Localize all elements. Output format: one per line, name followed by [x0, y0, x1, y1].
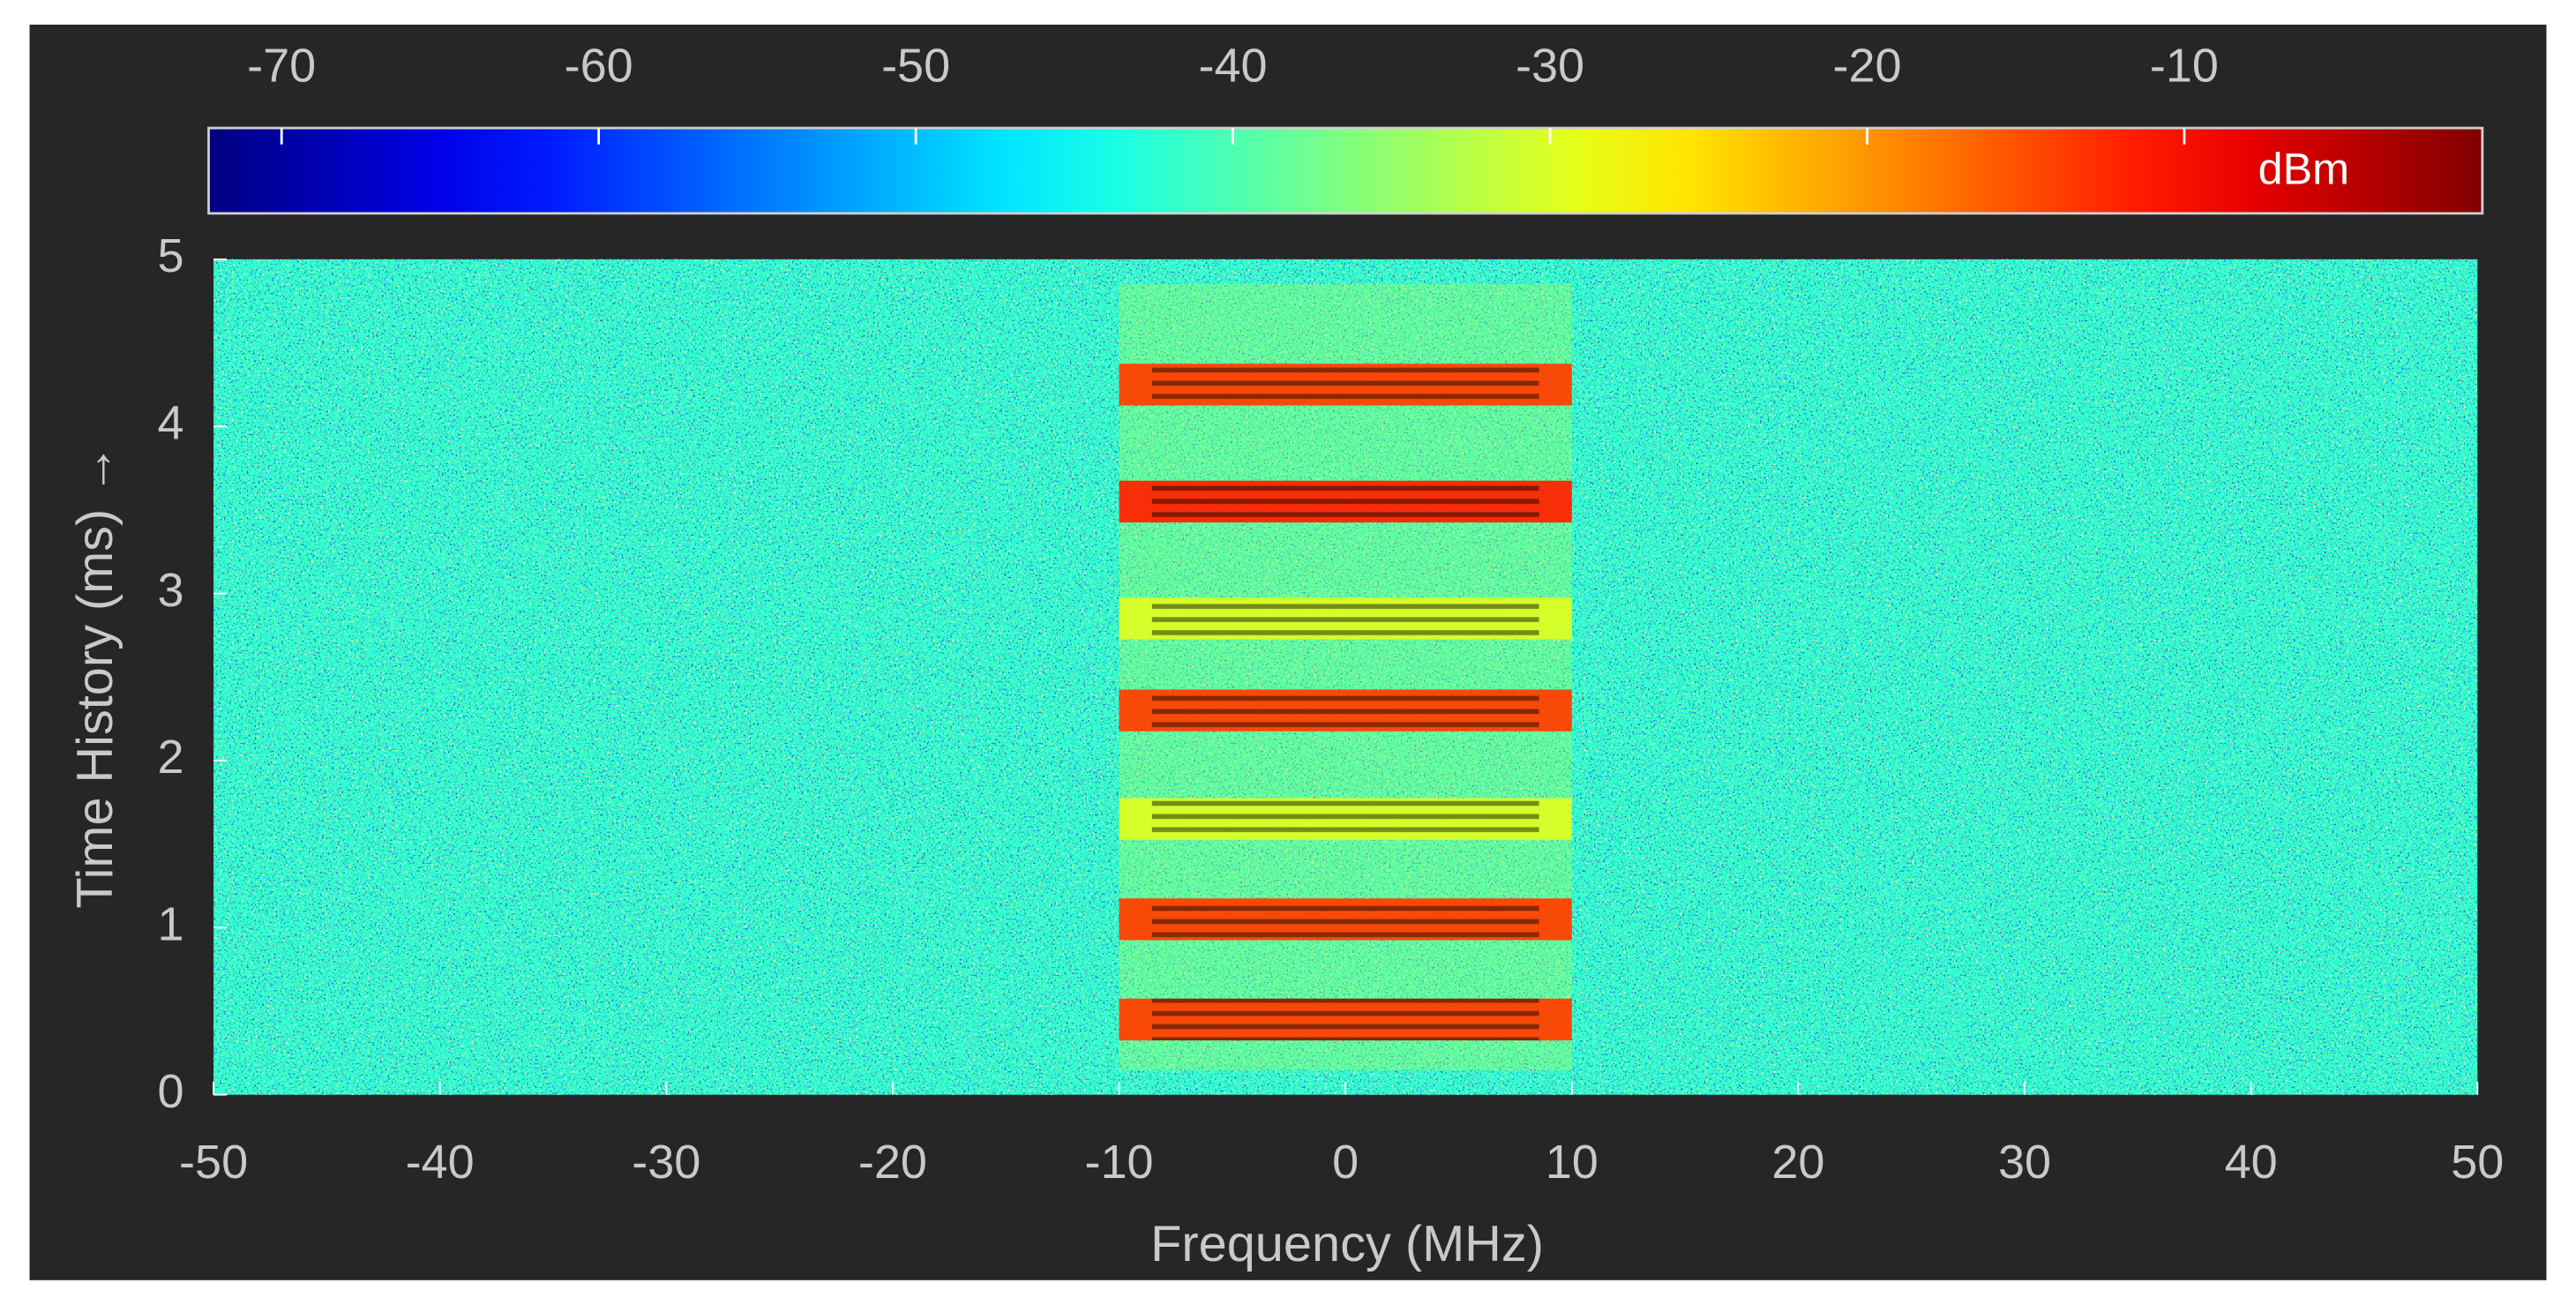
y-tick-label: 1 — [158, 898, 184, 951]
burst-texture — [1151, 480, 1539, 523]
y-tick-label: 0 — [158, 1065, 184, 1118]
x-tick-label: -40 — [406, 1136, 475, 1189]
x-tick-label: 50 — [2451, 1136, 2504, 1189]
colorbar-label: dBm — [2258, 145, 2349, 194]
colorbar-tick-label: -20 — [1832, 39, 1901, 92]
burst-texture — [1151, 798, 1539, 840]
burst-texture — [1151, 998, 1539, 1041]
x-tick-label: 40 — [2225, 1136, 2278, 1189]
burst-texture — [1151, 364, 1539, 406]
colorbar — [207, 126, 2484, 215]
y-axis-label: Time History (ms) → — [67, 444, 124, 908]
x-axis-label: Frequency (MHz) — [1150, 1216, 1544, 1272]
x-tick-label: 0 — [1332, 1136, 1359, 1189]
y-tick-label: 2 — [158, 731, 184, 784]
colorbar-tick-label: -30 — [1516, 39, 1584, 92]
burst-texture — [1151, 597, 1539, 640]
colorbar-tick-label: -50 — [881, 39, 950, 92]
x-tick-label: -20 — [858, 1136, 927, 1189]
colorbar-tick-label: -40 — [1199, 39, 1268, 92]
x-tick-label: -30 — [632, 1136, 700, 1189]
x-tick-label: 30 — [1998, 1136, 2051, 1189]
y-tick-label: 3 — [158, 564, 184, 617]
x-tick-label: 10 — [1546, 1136, 1599, 1189]
x-tick-label: 20 — [1771, 1136, 1824, 1189]
x-tick-label: -10 — [1085, 1136, 1154, 1189]
colorbar-tick-label: -10 — [2150, 39, 2219, 92]
x-tick-label: -50 — [179, 1136, 248, 1189]
burst-texture — [1151, 689, 1539, 732]
y-tick-label: 4 — [158, 396, 184, 449]
colorbar-tick-label: -70 — [247, 39, 316, 92]
burst-texture — [1151, 898, 1539, 941]
y-tick-label: 5 — [158, 229, 184, 282]
colorbar-tick-label: -60 — [565, 39, 633, 92]
